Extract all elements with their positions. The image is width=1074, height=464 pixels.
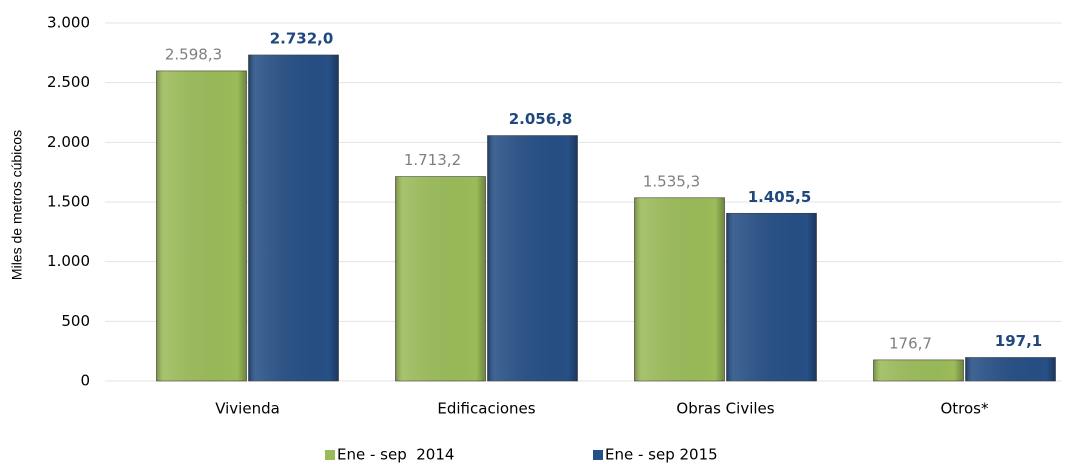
legend-swatch xyxy=(325,450,335,460)
y-axis-title: Miles de metros cúbicos xyxy=(9,130,25,280)
bar xyxy=(634,197,725,382)
bar xyxy=(395,176,486,382)
y-tick-label: 0 xyxy=(80,372,90,390)
x-tick-label: Obras Civiles xyxy=(676,400,774,418)
bar xyxy=(965,357,1056,382)
bar xyxy=(156,70,247,382)
y-tick-label: 1.000 xyxy=(47,252,90,270)
value-label: 2.056,8 xyxy=(509,110,573,128)
y-tick-label: 500 xyxy=(61,312,90,330)
x-tick-label: Edificaciones xyxy=(437,400,535,418)
value-label: 1.713,2 xyxy=(404,151,461,169)
value-label: 2.732,0 xyxy=(270,29,334,47)
value-label: 2.598,3 xyxy=(165,45,222,63)
y-tick-label: 1.500 xyxy=(47,193,90,211)
bar xyxy=(726,212,817,382)
legend-swatch xyxy=(593,450,603,460)
value-label: 197,1 xyxy=(995,332,1042,350)
bar xyxy=(873,359,964,382)
x-tick-label: Vivienda xyxy=(215,400,280,418)
bar xyxy=(487,135,578,382)
bar xyxy=(248,54,339,382)
value-label: 1.405,5 xyxy=(748,188,812,206)
y-tick-label: 2.500 xyxy=(47,73,90,91)
y-tick-label: 2.000 xyxy=(47,133,90,151)
value-label: 1.535,3 xyxy=(643,172,700,190)
y-tick-label: 3.000 xyxy=(47,14,90,32)
x-tick-label: Otros* xyxy=(940,400,989,418)
legend-label: Ene - sep 2015 xyxy=(605,446,718,464)
legend-label: Ene - sep 2014 xyxy=(337,446,454,464)
value-label: 176,7 xyxy=(889,334,932,352)
